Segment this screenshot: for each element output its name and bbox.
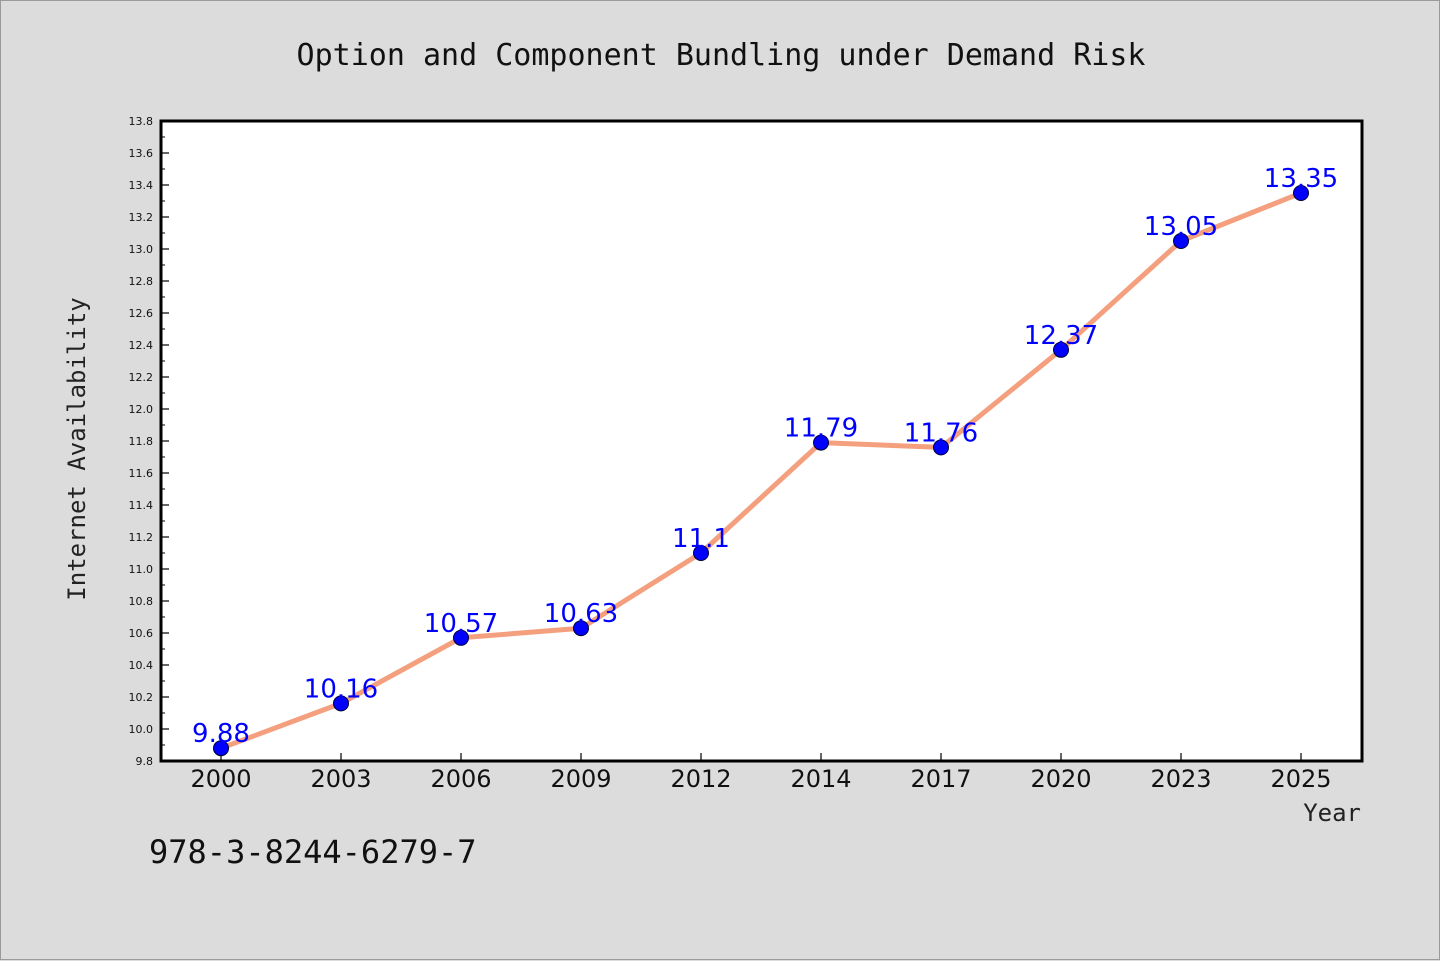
x-tick-label: 2003 (310, 765, 371, 793)
x-tick-label: 2009 (550, 765, 611, 793)
isbn-text: 978-3-8244-6279-7 (149, 833, 477, 871)
data-point (1293, 185, 1309, 201)
y-tick-label: 10.0 (129, 723, 154, 736)
y-tick-label: 10.2 (129, 691, 154, 704)
x-axis: 2000 2003 2006 2009 2012 2014 2017 2020 2023 2025 (190, 753, 1332, 793)
data-point (333, 695, 349, 712)
y-tick-label: 11.4 (129, 499, 154, 512)
data-point (933, 439, 949, 456)
data-label: 11.79 (784, 414, 858, 444)
data-point (453, 629, 469, 646)
y-tick-label: 12.8 (129, 275, 154, 288)
data-label: 11.1 (672, 524, 730, 554)
series-line (218, 190, 1304, 751)
data-point (813, 434, 829, 451)
y-tick-label: 12.2 (129, 371, 154, 384)
data-label: 13.35 (1264, 164, 1338, 194)
y-tick-label: 10.8 (129, 595, 154, 608)
data-label: 10.16 (304, 674, 378, 704)
y-tick-label: 13.4 (129, 179, 154, 192)
y-tick-label: 12.0 (129, 403, 154, 416)
x-tick-label: 2017 (910, 765, 971, 793)
y-tick-label: 13.2 (129, 211, 154, 224)
y-tick-label: 13.8 (129, 115, 154, 128)
y-tick-label: 12.6 (129, 307, 154, 320)
y-tick-label: 11.0 (129, 563, 154, 576)
x-tick-label: 2025 (1270, 765, 1331, 793)
x-axis-title: Year (1303, 799, 1361, 827)
data-label: 9.88 (192, 719, 250, 749)
data-label: 12.37 (1024, 321, 1098, 351)
y-axis-title: Internet Availability (63, 297, 91, 600)
data-label: 13.05 (1144, 212, 1218, 242)
data-point (693, 545, 709, 561)
x-tick-label: 2014 (790, 765, 851, 793)
plot-area (159, 119, 1364, 763)
y-tick-label: 10.6 (129, 627, 154, 640)
y-tick-label: 11.8 (129, 435, 154, 448)
y-tick-label: 11.2 (129, 531, 154, 544)
x-tick-label: 2020 (1030, 765, 1091, 793)
data-point (213, 740, 229, 757)
y-axis: 9.8 10.0 10.2 10.4 10.6 10.8 11.0 11.2 11.4 11.6 1… (129, 115, 169, 768)
chart-title: Option and Component Bundling under Dema… (297, 38, 1146, 73)
x-tick-label: 2006 (430, 765, 491, 793)
y-tick-label: 13.0 (129, 243, 154, 256)
x-tick-label: 2012 (670, 765, 731, 793)
data-point (1173, 233, 1189, 249)
y-tick-label: 11.6 (129, 467, 154, 480)
data-label: 10.63 (544, 599, 618, 629)
y-tick-label: 10.4 (129, 659, 154, 672)
x-tick-label: 2000 (190, 765, 251, 793)
data-label: 11.76 (904, 418, 978, 448)
data-point (1053, 341, 1069, 358)
x-tick-label: 2023 (1150, 765, 1211, 793)
y-tick-label: 13.6 (129, 147, 154, 160)
y-tick-label: 9.8 (136, 755, 154, 768)
series: 9.88 10.16 10.57 10.63 11.1 11.79 11.76 12.37 13… (192, 164, 1338, 757)
data-label: 10.57 (424, 609, 498, 639)
y-tick-label: 12.4 (129, 339, 154, 352)
data-point (573, 620, 589, 637)
